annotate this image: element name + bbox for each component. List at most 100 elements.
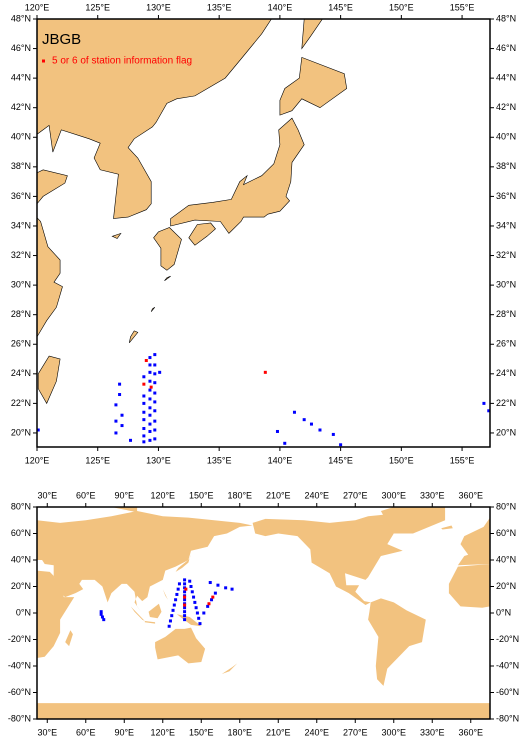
x-tick-label: 90°E <box>114 727 134 737</box>
y-tick-label: -80°N <box>8 713 31 723</box>
station-marker <box>197 616 201 620</box>
y-tick-label: 48°N <box>496 13 516 23</box>
station-marker <box>195 611 199 615</box>
station-marker <box>183 614 187 618</box>
y-tick-label: 40°N <box>11 554 31 564</box>
y-tick-label: 22°N <box>496 398 516 408</box>
y-tick-label: 46°N <box>496 43 516 53</box>
station-marker <box>210 598 214 602</box>
y-tick-label: 40°N <box>11 132 31 142</box>
station-marker <box>99 610 103 614</box>
x-tick-label: 240°E <box>304 727 329 737</box>
y-tick-label: 20°N <box>496 581 516 591</box>
x-tick-label: 60°E <box>76 490 96 500</box>
land <box>37 19 272 219</box>
land <box>252 513 403 605</box>
map-area <box>37 19 490 447</box>
station-marker <box>153 419 157 423</box>
station-marker <box>142 382 146 386</box>
x-tick-label: 360°E <box>458 490 483 500</box>
station-marker <box>118 382 122 386</box>
station-marker <box>331 432 335 436</box>
station-marker <box>142 394 146 398</box>
land <box>129 330 139 343</box>
x-tick-label: 140°E <box>268 455 293 465</box>
x-tick-label: 30°E <box>37 490 57 500</box>
station-marker <box>487 409 490 413</box>
station-marker <box>183 590 187 594</box>
land <box>463 536 469 547</box>
station-marker <box>183 595 187 599</box>
land <box>37 703 490 719</box>
y-tick-label: 0°N <box>496 607 511 617</box>
y-tick-label: 24°N <box>496 368 516 378</box>
station-marker <box>177 582 181 586</box>
y-tick-label: 44°N <box>11 73 31 83</box>
station-marker <box>148 438 152 442</box>
y-tick-label: 42°N <box>496 102 516 112</box>
x-tick-label: 125°E <box>85 455 110 465</box>
y-tick-label: 80°N <box>11 501 31 511</box>
land <box>368 598 426 686</box>
y-tick-label: 36°N <box>496 191 516 201</box>
station-marker <box>142 440 146 444</box>
land <box>144 621 156 624</box>
land <box>37 169 68 338</box>
station-marker <box>148 422 152 426</box>
station-marker <box>183 578 187 582</box>
station-marker <box>175 592 179 596</box>
station-marker <box>167 624 171 628</box>
station-marker <box>206 604 210 608</box>
x-tick-label: 60°E <box>76 727 96 737</box>
station-marker <box>183 606 187 610</box>
land <box>188 222 216 246</box>
x-tick-label: 240°E <box>304 490 329 500</box>
y-tick-label: 48°N <box>11 13 31 23</box>
station-marker <box>188 579 192 583</box>
y-tick-label: 80°N <box>496 501 516 511</box>
y-tick-label: 26°N <box>11 339 31 349</box>
station-marker <box>148 406 152 410</box>
y-tick-label: 34°N <box>496 220 516 230</box>
land <box>37 511 253 612</box>
station-marker <box>114 431 118 435</box>
x-tick-label: 155°E <box>450 455 475 465</box>
land <box>111 232 122 239</box>
station-marker <box>144 359 148 363</box>
y-tick-label: -40°N <box>496 660 519 670</box>
station-marker <box>148 379 152 383</box>
y-tick-label: 40°N <box>496 132 516 142</box>
station-marker <box>302 418 306 422</box>
land <box>162 589 171 604</box>
x-tick-label: 180°E <box>227 727 252 737</box>
y-tick-label: -60°N <box>8 687 31 697</box>
station-marker <box>99 612 103 616</box>
land <box>175 553 191 572</box>
station-marker <box>174 598 178 602</box>
y-tick-label: -80°N <box>496 713 519 723</box>
station-marker <box>120 413 124 417</box>
map-frame <box>36 18 491 448</box>
x-tick-label: 135°E <box>207 2 232 12</box>
x-tick-label: 135°E <box>207 455 232 465</box>
station-marker <box>142 401 146 405</box>
land <box>176 614 202 627</box>
y-tick-label: 44°N <box>496 73 516 83</box>
land <box>130 606 145 621</box>
station-marker <box>207 602 211 606</box>
station-marker <box>142 410 146 414</box>
station-marker <box>292 410 296 414</box>
land <box>441 525 453 530</box>
station-marker <box>193 600 197 604</box>
land <box>448 564 490 608</box>
station-marker <box>194 606 198 610</box>
y-tick-label: -20°N <box>8 634 31 644</box>
y-tick-label: 32°N <box>11 250 31 260</box>
x-tick-label: 150°E <box>389 455 414 465</box>
y-tick-label: 40°N <box>496 554 516 564</box>
station-marker <box>120 424 124 428</box>
station-marker <box>153 391 157 395</box>
legend-label: 5 or 6 of station information flag <box>52 56 192 67</box>
y-tick-label: 38°N <box>496 161 516 171</box>
station-marker <box>339 443 343 447</box>
